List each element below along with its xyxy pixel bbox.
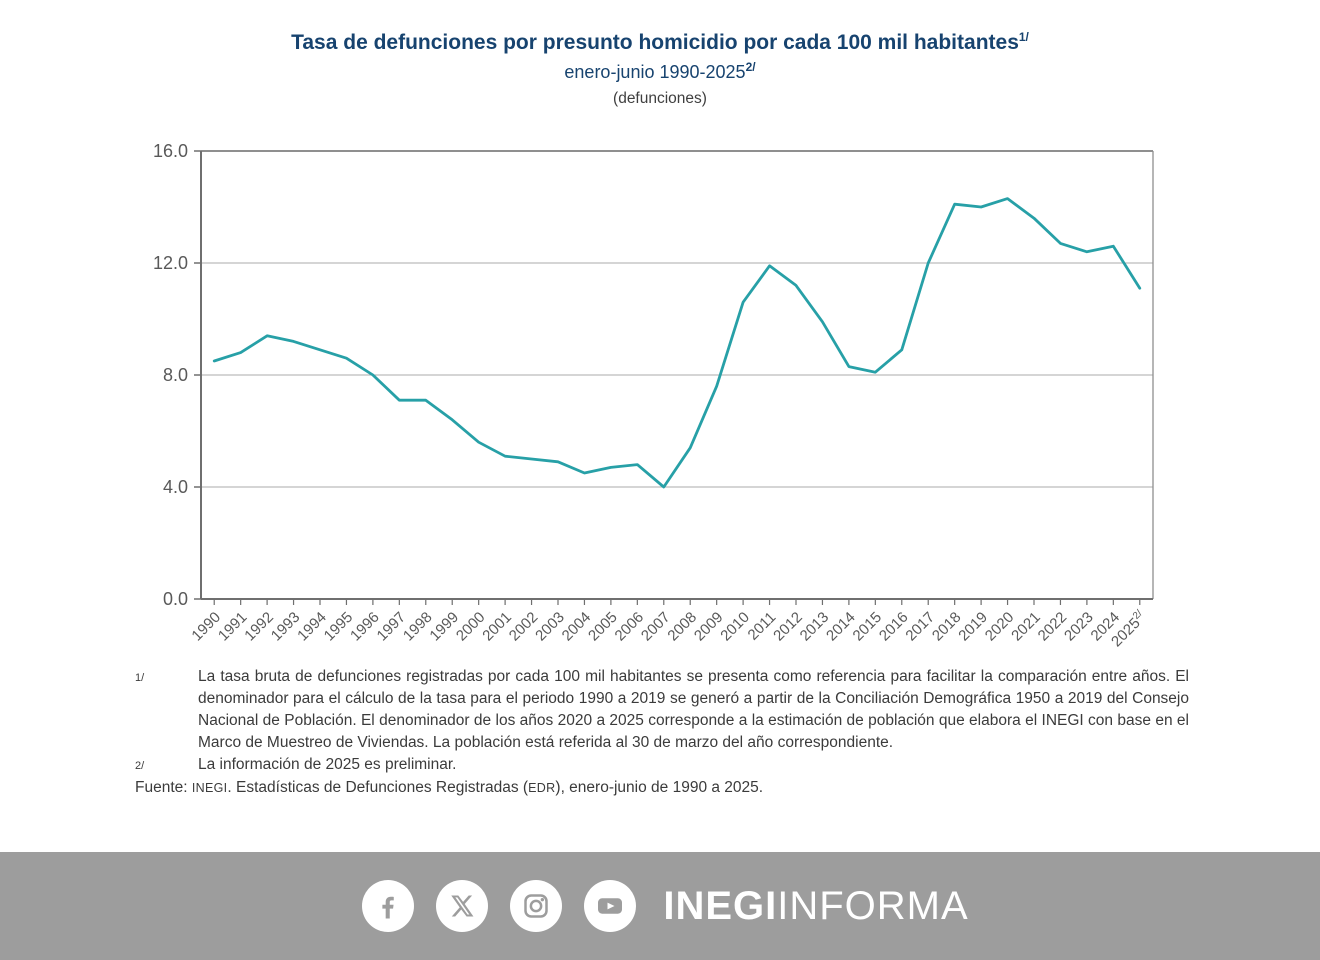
x-axis-label: 2000 [453, 609, 489, 645]
x-axis-label: 1997 [374, 609, 410, 645]
brand-informa: INFORMA [777, 883, 969, 928]
footnote-2: 2/ La información de 2025 es preliminar. [135, 754, 1189, 777]
x-axis-label: 1990 [188, 609, 224, 645]
x-axis-label: 2010 [717, 609, 753, 645]
x-axis-label: 1994 [294, 609, 330, 645]
x-axis-label: 2012 [770, 609, 806, 645]
x-axis-label: 2014 [823, 609, 859, 645]
y-axis-label: 4.0 [163, 477, 188, 497]
x-axis-label: 2015 [850, 609, 886, 645]
x-axis-label: 2011 [745, 609, 780, 644]
page-subtitle-text: enero-junio 1990-2025 [564, 62, 746, 83]
y-axis-label: 0.0 [163, 589, 188, 609]
homicide-rate-chart: 0.0 4.0 8.0 12.0 16.0 1990 1991 1992 1993 1994 199… [138, 138, 1198, 658]
page-title: Tasa de defunciones por presunto homicid… [0, 30, 1320, 55]
x-axis-label: 1996 [347, 609, 383, 645]
x-axis-label: 2017 [902, 609, 938, 645]
x-axis-label: 1993 [268, 609, 304, 645]
source-label: Fuente: [135, 779, 188, 796]
x-axis-label: 2005 [585, 609, 621, 645]
footnote-1: 1/ La tasa bruta de defunciones registra… [135, 666, 1189, 754]
x-axis-label: 2022 [1035, 609, 1071, 645]
source-inegi: INEGI [191, 781, 228, 795]
x-axis-label: 1998 [400, 609, 436, 645]
source-line: Fuente: INEGI. Estadísticas de Defuncion… [135, 777, 1189, 799]
page-title-text: Tasa de defunciones por presunto homicid… [291, 31, 1019, 54]
x-axis-label: 2002 [506, 609, 542, 645]
footnote-1-marker: 1/ [135, 672, 145, 684]
source-part3: ), enero-junio de 1990 a 2025. [555, 779, 764, 796]
source-edr: EDR [528, 781, 556, 795]
x-axis-label: 1991 [215, 609, 251, 645]
x-axis-label: 2009 [691, 609, 727, 645]
x-axis-label: 2023 [1061, 609, 1097, 645]
unit-label: (defunciones) [613, 90, 707, 108]
x-axis-label: 2003 [532, 609, 568, 645]
x-axis-label: 2006 [612, 609, 648, 645]
footnote-2-text: La información de 2025 es preliminar. [198, 756, 457, 773]
instagram-icon[interactable] [510, 880, 563, 932]
brand-inegi: INEGI [663, 883, 778, 928]
source-part2: . Estadísticas de Defunciones Registrada… [227, 779, 529, 796]
x-axis-label: 2018 [929, 609, 965, 645]
x-axis-label: 2001 [479, 609, 515, 645]
y-axis-label: 16.0 [153, 141, 188, 161]
x-axis-label: 1992 [241, 609, 277, 645]
social-footer-banner: INEGIINFORMA [0, 852, 1320, 960]
x-icon[interactable] [436, 880, 489, 932]
footnotes-block: 1/ La tasa bruta de defunciones registra… [135, 666, 1189, 799]
x-axis-label: 2007 [638, 609, 674, 645]
footnote-1-text: La tasa bruta de defunciones registradas… [198, 668, 1189, 751]
y-axis-label: 12.0 [153, 253, 188, 273]
youtube-icon[interactable] [584, 880, 637, 932]
title-block: Tasa de defunciones por presunto homicid… [0, 30, 1320, 108]
title-footnote-ref: 1/ [1018, 30, 1029, 44]
x-axis-label: 1999 [426, 609, 462, 645]
x-axis-label: 2013 [797, 609, 833, 645]
y-axis-label: 8.0 [163, 365, 188, 385]
line-chart-svg: 0.04.08.012.016.019901991199219931994199… [153, 141, 1154, 650]
x-axis-label: 2019 [955, 609, 991, 645]
x-axis-label: 2020 [982, 609, 1018, 645]
x-axis-label: 2004 [559, 609, 595, 645]
footnote-2-marker: 2/ [135, 760, 145, 772]
x-axis-label: 2016 [876, 609, 912, 645]
x-axis-label: 2008 [664, 609, 700, 645]
x-axis-label: 1995 [321, 609, 357, 645]
page-subtitle: enero-junio 1990-20252/ [0, 60, 1320, 83]
x-axis-label: 2021 [1008, 609, 1044, 645]
facebook-icon[interactable] [362, 880, 415, 932]
subtitle-footnote-ref: 2/ [745, 60, 756, 75]
brand-wordmark: INEGIINFORMA [663, 884, 968, 929]
data-line [212, 197, 1142, 489]
